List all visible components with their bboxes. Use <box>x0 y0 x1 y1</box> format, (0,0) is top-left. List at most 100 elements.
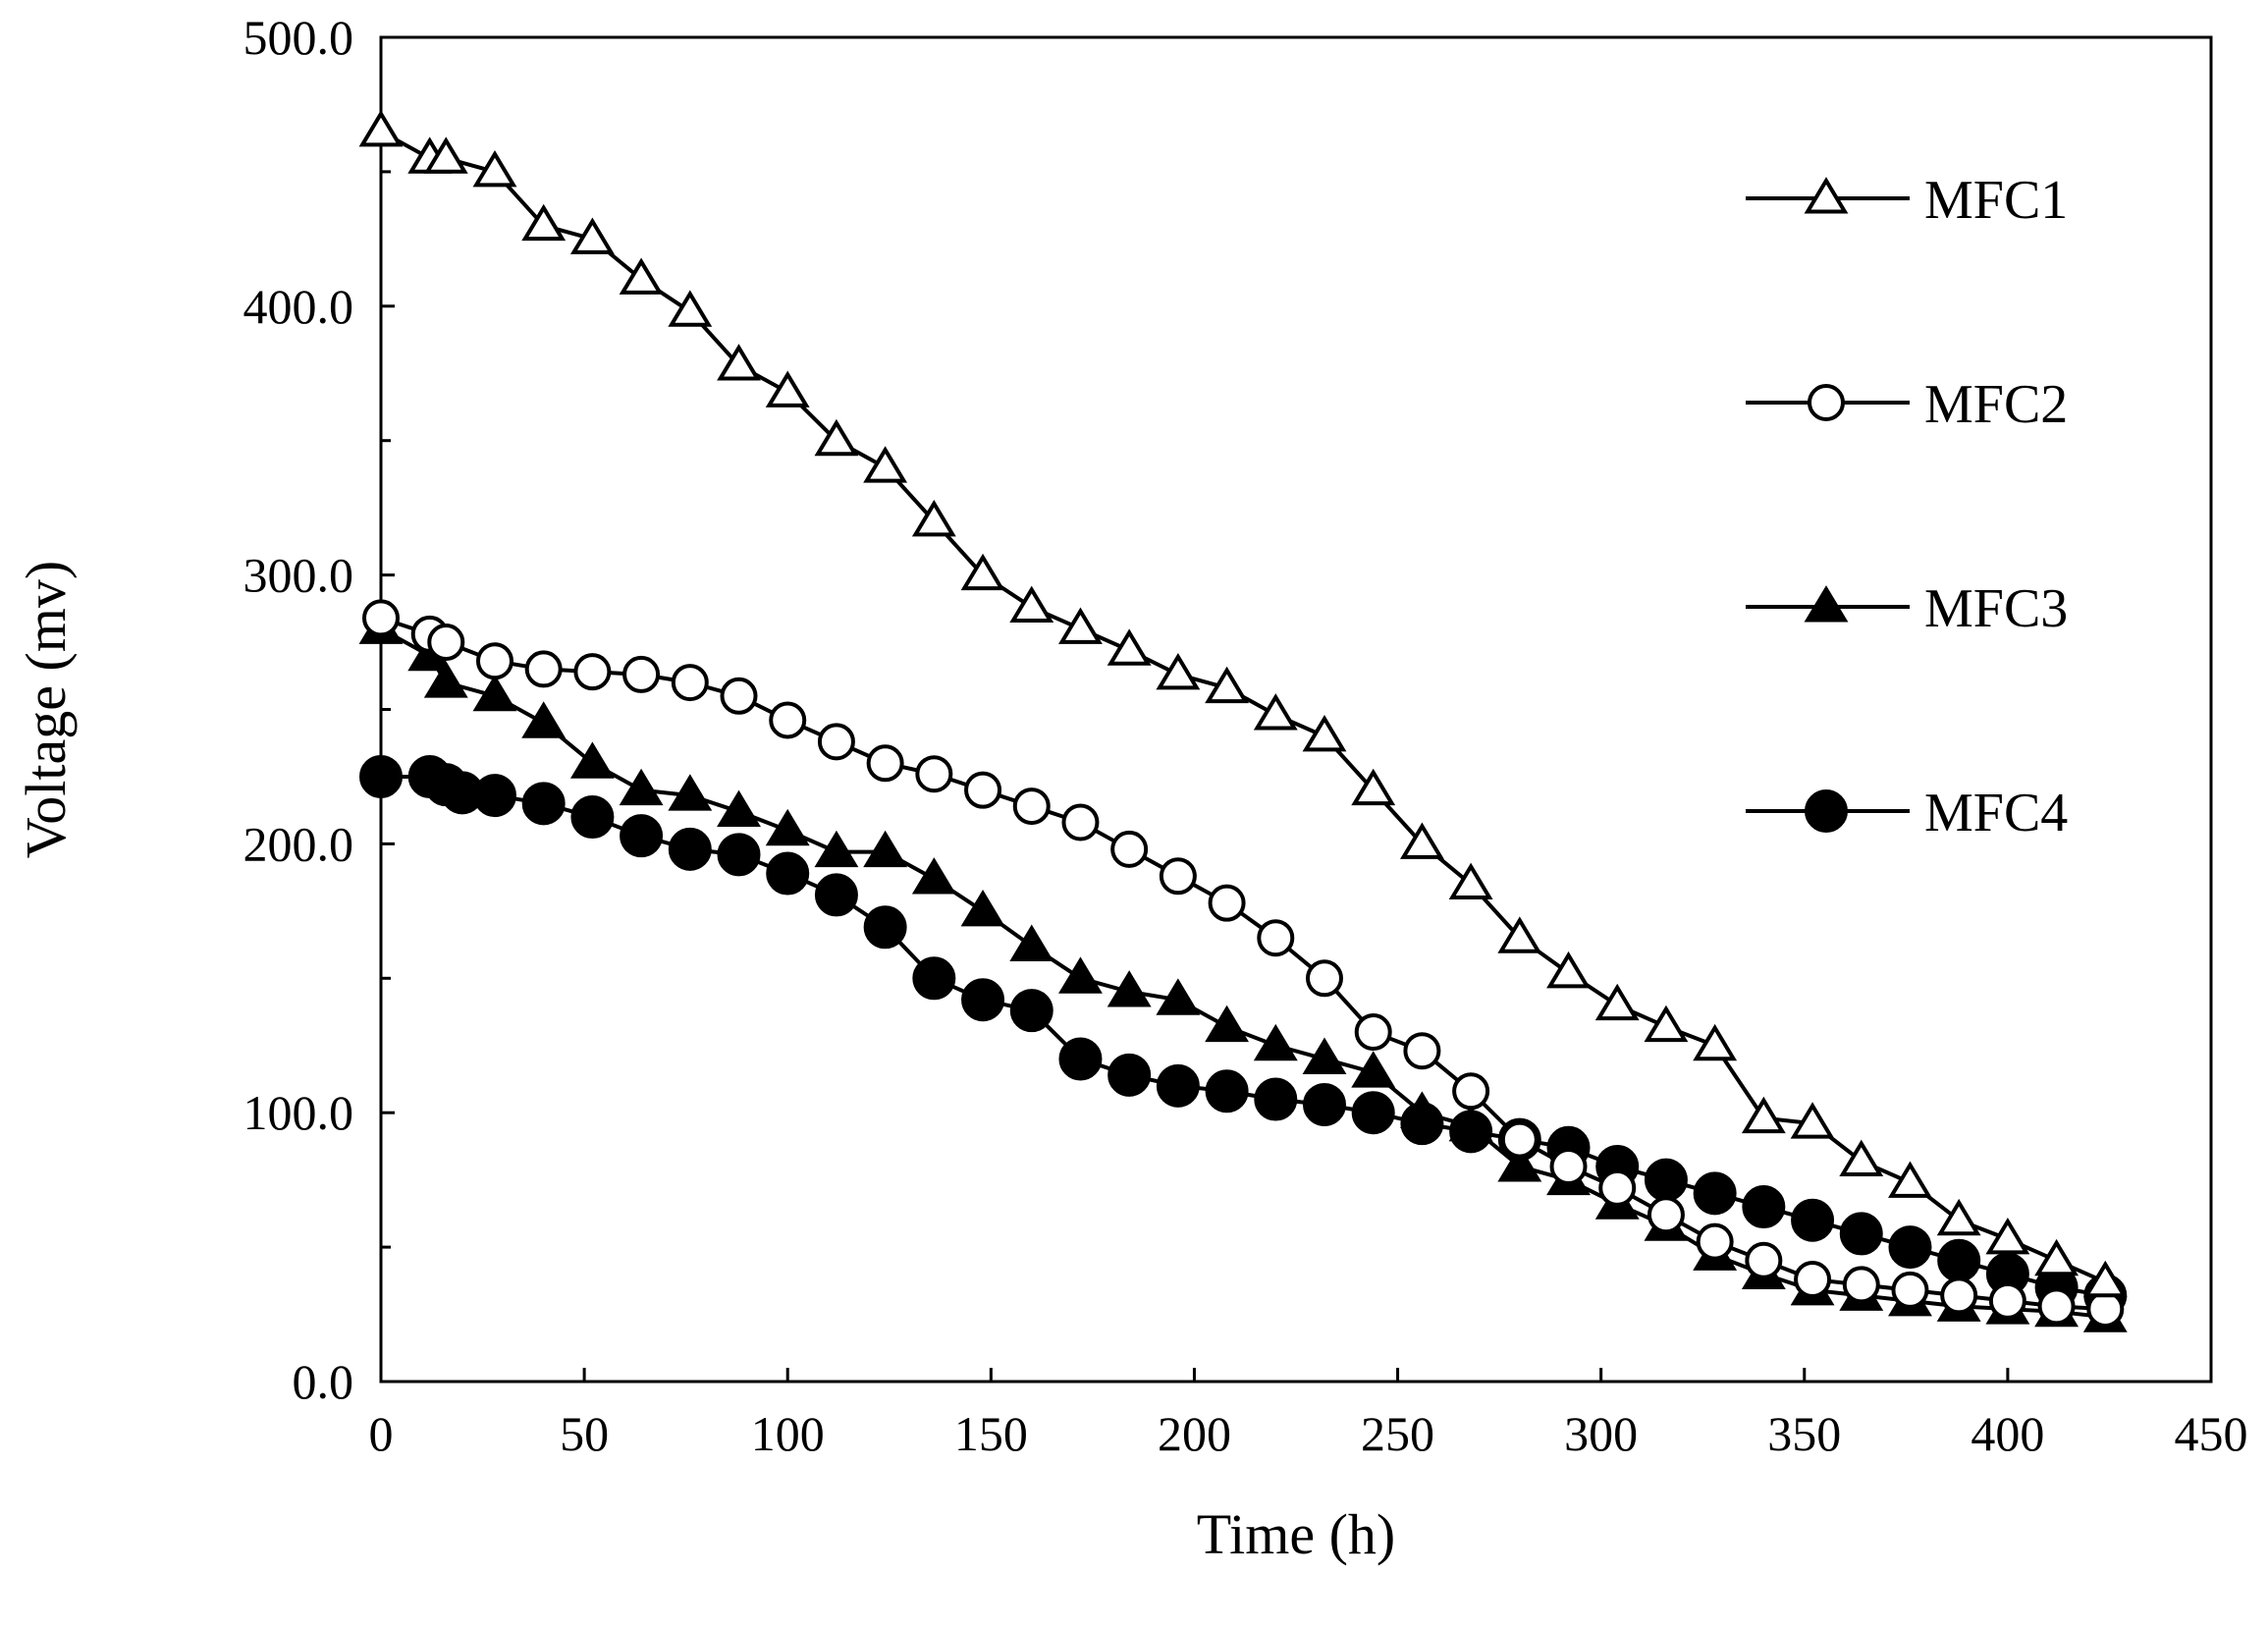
axis-tick-labels: 0.0 100.0 200.0 300.0 400.0 500.0 0 50 100 150 200… <box>243 10 2248 1461</box>
data-point-mfc4 <box>521 782 566 826</box>
data-point-mfc2 <box>1940 1276 1978 1315</box>
legend-label: MFC1 <box>1924 170 2068 231</box>
data-point-mfc1 <box>1741 1096 1786 1134</box>
data-point-mfc3 <box>1205 1005 1250 1043</box>
data-point-mfc4 <box>1058 1037 1103 1081</box>
data-point-mfc3 <box>1302 1037 1347 1074</box>
legend-item-mfc4: MFC4 <box>1746 783 2068 843</box>
data-point-mfc2 <box>1305 959 1343 998</box>
data-point-mfc1 <box>423 136 468 174</box>
data-point-mfc2 <box>915 755 953 793</box>
data-point-mfc4 <box>961 978 1005 1022</box>
data-point-mfc3 <box>1058 956 1103 994</box>
data-point-mfc2 <box>1159 857 1197 896</box>
y-tick-label: 0.0 <box>293 1354 354 1409</box>
y-tick-label: 200.0 <box>243 816 354 871</box>
data-point-mfc4 <box>717 833 761 877</box>
data-point-mfc3 <box>1351 1051 1396 1088</box>
data-point-mfc4 <box>668 827 712 871</box>
data-point-mfc3 <box>423 661 468 698</box>
legend-marker <box>1808 384 1845 421</box>
data-point-mfc3 <box>717 789 761 828</box>
data-point-mfc2 <box>1988 1281 2026 1320</box>
data-point-mfc2 <box>1891 1271 1929 1309</box>
data-point-mfc1 <box>1790 1102 1835 1139</box>
data-point-mfc4 <box>1937 1238 1981 1282</box>
data-point-mfc2 <box>2037 1287 2076 1326</box>
axis-ticks <box>379 35 2213 1384</box>
data-point-mfc4 <box>1791 1198 1835 1242</box>
x-tick-label: 150 <box>954 1406 1028 1461</box>
data-point-mfc2 <box>427 624 465 662</box>
data-point-mfc4 <box>620 814 664 858</box>
x-tick-label: 0 <box>369 1406 394 1461</box>
data-point-mfc2 <box>1500 1120 1539 1159</box>
data-point-mfc1 <box>619 257 664 295</box>
data-point-mfc2 <box>1549 1147 1588 1185</box>
y-tick-label: 500.0 <box>243 10 354 65</box>
data-series <box>358 109 2128 1332</box>
data-point-mfc4 <box>1254 1077 1298 1121</box>
data-point-mfc1 <box>2082 1260 2128 1298</box>
data-point-mfc1 <box>1253 693 1298 731</box>
data-point-mfc3 <box>1009 924 1054 961</box>
data-point-mfc1 <box>814 418 859 457</box>
data-point-mfc4 <box>570 795 615 840</box>
data-point-mfc2 <box>1452 1072 1490 1111</box>
x-tick-label: 450 <box>2175 1406 2248 1461</box>
data-point-mfc2 <box>720 677 758 715</box>
data-point-mfc4 <box>1009 989 1053 1033</box>
data-point-mfc1 <box>765 370 810 407</box>
data-point-mfc1 <box>1156 653 1201 690</box>
data-point-mfc1 <box>1399 822 1444 859</box>
legend-marker <box>1805 789 1848 833</box>
data-point-mfc2 <box>1403 1032 1441 1070</box>
data-point-mfc4 <box>359 754 403 798</box>
data-point-mfc4 <box>1205 1069 1249 1113</box>
data-point-mfc2 <box>1598 1168 1637 1207</box>
data-point-mfc4 <box>1156 1063 1200 1108</box>
data-point-mfc3 <box>619 768 664 806</box>
legend-label: MFC2 <box>1924 374 2068 435</box>
data-point-mfc2 <box>1794 1260 1832 1298</box>
x-tick-label: 250 <box>1361 1406 1434 1461</box>
data-point-mfc2 <box>524 650 563 688</box>
data-point-mfc2 <box>769 701 807 739</box>
data-point-mfc2 <box>573 653 612 691</box>
data-point-mfc1 <box>960 553 1005 591</box>
data-point-mfc1 <box>1594 983 1640 1021</box>
data-point-mfc4 <box>1351 1091 1395 1135</box>
x-tick-label: 350 <box>1767 1406 1841 1461</box>
series-mfc4 <box>359 754 2128 1318</box>
data-point-mfc1 <box>1205 666 1250 704</box>
x-tick-label: 100 <box>751 1406 825 1461</box>
y-axis-title: Voltage (mv) <box>14 561 78 858</box>
series-mfc1 <box>358 109 2128 1298</box>
data-point-mfc1 <box>1546 950 1591 989</box>
data-point-mfc1 <box>1644 1005 1689 1043</box>
data-point-mfc2 <box>866 744 904 783</box>
x-tick-label: 300 <box>1564 1406 1638 1461</box>
data-point-mfc1 <box>1302 714 1347 752</box>
legend: MFC1 MFC2 MFC3 MFC4 <box>1746 170 2068 843</box>
data-point-mfc3 <box>1448 1105 1493 1142</box>
data-point-mfc3 <box>814 830 859 868</box>
data-point-mfc2 <box>622 655 661 693</box>
data-point-mfc2 <box>475 642 513 680</box>
data-point-mfc1 <box>472 150 517 188</box>
data-point-mfc2 <box>1696 1222 1734 1261</box>
data-point-mfc1 <box>717 344 761 381</box>
data-point-mfc3 <box>1399 1091 1444 1128</box>
data-point-mfc4 <box>1302 1082 1346 1126</box>
data-point-mfc1 <box>1985 1217 2030 1255</box>
data-point-mfc1 <box>1497 916 1542 953</box>
data-point-mfc2 <box>1257 919 1295 957</box>
data-point-mfc3 <box>668 774 713 811</box>
data-point-mfc2 <box>1354 1013 1392 1052</box>
data-point-mfc4 <box>472 774 516 818</box>
series-mfc2 <box>362 599 2125 1329</box>
data-point-mfc3 <box>521 701 567 738</box>
data-point-mfc1 <box>668 290 713 327</box>
x-tick-label: 50 <box>560 1406 609 1461</box>
